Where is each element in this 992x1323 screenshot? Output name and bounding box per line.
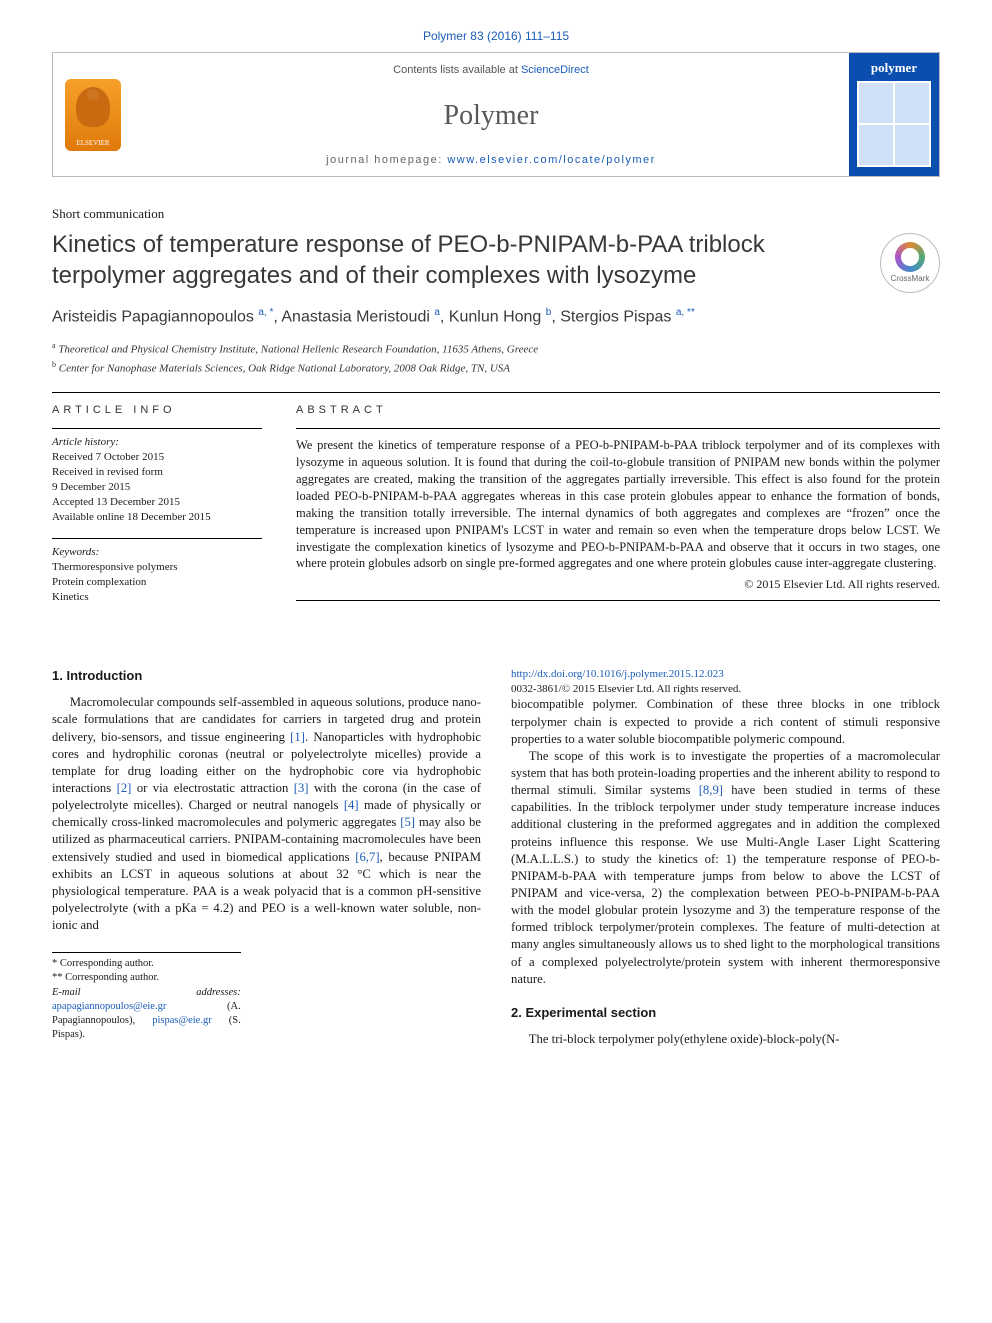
footnote-emails: E-mail addresses: apapagiannopoulos@eie.…: [52, 986, 241, 1043]
section-2-heading: 2. Experimental section: [511, 1004, 940, 1022]
elsevier-logo: ELSEVIER: [65, 79, 121, 151]
citation-link[interactable]: [2]: [117, 781, 132, 795]
affiliation: b Center for Nanophase Materials Science…: [52, 360, 940, 377]
keywords-block: Keywords: Thermoresponsive polymersProte…: [52, 545, 262, 604]
homepage-link[interactable]: www.elsevier.com/locate/polymer: [447, 154, 656, 166]
citation-link[interactable]: [3]: [294, 781, 309, 795]
sciencedirect-link[interactable]: ScienceDirect: [521, 64, 589, 76]
abstract-text: We present the kinetics of temperature r…: [296, 437, 940, 572]
history-line: Accepted 13 December 2015: [52, 495, 262, 510]
article-type: Short communication: [52, 205, 940, 223]
author-list: Aristeidis Papagiannopoulos a, *, Anasta…: [52, 305, 940, 329]
keywords-label: Keywords:: [52, 545, 262, 560]
abstract-heading: ABSTRACT: [296, 403, 940, 418]
issn-line: 0032-3861/© 2015 Elsevier Ltd. All right…: [511, 682, 940, 697]
footnote-2: ** Corresponding author.: [52, 971, 241, 985]
citation-link[interactable]: [4]: [344, 798, 359, 812]
citation-link[interactable]: [6,7]: [355, 850, 379, 864]
article-info-heading: ARTICLE INFO: [52, 403, 262, 418]
history-line: 9 December 2015: [52, 480, 262, 495]
citation-link[interactable]: [5]: [400, 815, 415, 829]
keyword: Protein complexation: [52, 575, 262, 590]
history-label: Article history:: [52, 435, 262, 450]
keyword: Kinetics: [52, 590, 262, 605]
citation-link[interactable]: [8,9]: [699, 783, 723, 797]
footnote-1: * Corresponding author.: [52, 957, 241, 971]
affiliations: a Theoretical and Physical Chemistry Ins…: [52, 341, 940, 376]
crossmark-icon: [895, 242, 925, 272]
history-line: Received 7 October 2015: [52, 450, 262, 465]
crossmark-badge[interactable]: CrossMark: [880, 233, 940, 293]
journal-reference: Polymer 83 (2016) 111–115: [52, 28, 940, 44]
article-title: Kinetics of temperature response of PEO-…: [52, 229, 940, 291]
article-info-column: ARTICLE INFO Article history: Received 7…: [52, 403, 262, 618]
page-footer: http://dx.doi.org/10.1016/j.polymer.2015…: [511, 667, 940, 697]
history-line: Available online 18 December 2015: [52, 510, 262, 525]
email-link-2[interactable]: pispas@eie.gr: [152, 1015, 212, 1026]
history-line: Received in revised form: [52, 465, 262, 480]
cover-title: polymer: [871, 59, 917, 77]
contents-line: Contents lists available at ScienceDirec…: [133, 63, 849, 78]
journal-name: Polymer: [133, 97, 849, 135]
banner-center: Contents lists available at ScienceDirec…: [133, 53, 849, 176]
article-body: 1. Introduction Macromolecular compounds…: [52, 667, 940, 1053]
doi-link[interactable]: http://dx.doi.org/10.1016/j.polymer.2015…: [511, 668, 724, 680]
section-1-heading: 1. Introduction: [52, 667, 481, 685]
info-abstract-row: ARTICLE INFO Article history: Received 7…: [52, 403, 940, 618]
email-link-1[interactable]: apapagiannopoulos@eie.gr: [52, 1001, 166, 1012]
section-1-para-2: biocompatible polymer. Combination of th…: [511, 696, 940, 747]
section-1-para-1: Macromolecular compounds self-assembled …: [52, 694, 481, 934]
journal-cover: polymer: [849, 53, 939, 176]
section-1-para-3: The scope of this work is to investigate…: [511, 748, 940, 988]
cover-thumb: [857, 81, 931, 167]
divider: [52, 392, 940, 393]
corresponding-author-footnotes: * Corresponding author. ** Corresponding…: [52, 952, 241, 1042]
journal-banner: ELSEVIER Contents lists available at Sci…: [52, 52, 940, 177]
publisher-logo-cell: ELSEVIER: [53, 53, 133, 176]
section-2-para-1: The tri-block terpolymer poly(ethylene o…: [511, 1031, 940, 1048]
citation-link[interactable]: [1]: [290, 730, 305, 744]
abstract-column: ABSTRACT We present the kinetics of temp…: [296, 403, 940, 618]
article-history: Article history: Received 7 October 2015…: [52, 435, 262, 524]
keyword: Thermoresponsive polymers: [52, 560, 262, 575]
affiliation: a Theoretical and Physical Chemistry Ins…: [52, 341, 940, 358]
abstract-copyright: © 2015 Elsevier Ltd. All rights reserved…: [296, 576, 940, 592]
journal-homepage: journal homepage: www.elsevier.com/locat…: [133, 153, 849, 168]
journal-ref-link[interactable]: Polymer 83 (2016) 111–115: [423, 29, 569, 43]
